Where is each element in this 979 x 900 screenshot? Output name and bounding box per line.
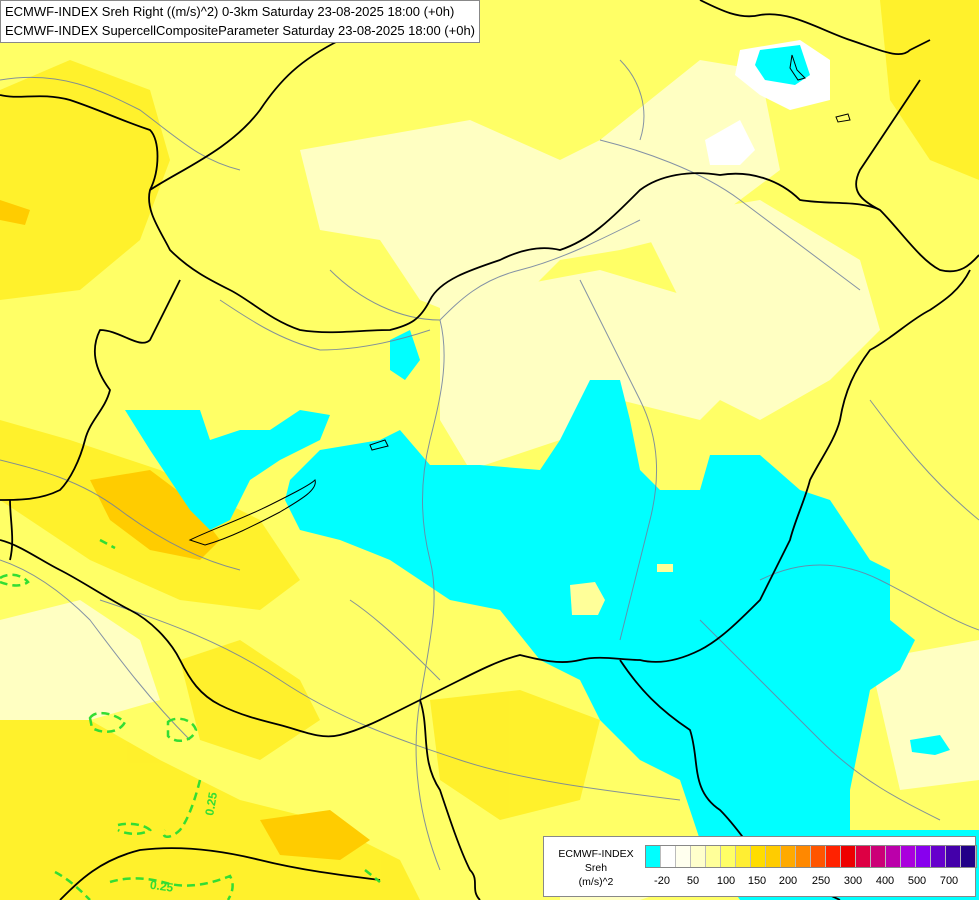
- map-title-sreh: ECMWF-INDEX Sreh Right ((m/s)^2) 0-3km S…: [5, 4, 455, 19]
- legend-swatch: [901, 846, 916, 867]
- legend-tick-label: 500: [907, 875, 927, 887]
- legend-swatch: [721, 846, 736, 867]
- color-legend: ECMWF-INDEX Sreh (m/s)^2 -20 50 100 150 200 2…: [543, 836, 977, 897]
- legend-title: ECMWF-INDEX Sreh (m/s)^2: [548, 847, 644, 889]
- legend-swatch: [706, 846, 721, 867]
- legend-swatch: [916, 846, 931, 867]
- legend-tick-label: 700: [939, 875, 959, 887]
- legend-swatch: [646, 846, 661, 867]
- legend-swatches: [645, 845, 977, 868]
- legend-swatch: [856, 846, 871, 867]
- legend-swatch: [841, 846, 856, 867]
- scp-contours: [0, 538, 381, 900]
- legend-swatch: [691, 846, 706, 867]
- legend-title-param: Sreh: [584, 862, 608, 874]
- legend-swatch: [871, 846, 886, 867]
- scp-contour-labels: 0.25 0.25: [149, 791, 220, 895]
- legend-title-unit: (m/s)^2: [578, 876, 614, 888]
- orange-zones: [0, 200, 370, 860]
- legend-swatch: [766, 846, 781, 867]
- legend-swatch: [736, 846, 751, 867]
- legend-tick-label: 250: [811, 875, 831, 887]
- map-title-box: ECMWF-INDEX Sreh Right ((m/s)^2) 0-3km S…: [0, 0, 481, 43]
- contour-label-a: 0.25: [202, 791, 220, 817]
- legend-swatch: [961, 846, 976, 867]
- legend-swatch: [826, 846, 841, 867]
- legend-swatch: [781, 846, 796, 867]
- legend-swatch: [796, 846, 811, 867]
- legend-ticks: -20 50 100 150 200 250 300 400 500 700: [645, 875, 975, 889]
- legend-tick-label: 400: [875, 875, 895, 887]
- legend-swatch: [811, 846, 826, 867]
- legend-swatch: [661, 846, 676, 867]
- yellow-holes: [570, 564, 673, 615]
- legend-swatch: [931, 846, 946, 867]
- contour-label-b: 0.25: [149, 878, 174, 895]
- legend-swatch: [946, 846, 961, 867]
- legend-tick-label: 200: [778, 875, 798, 887]
- legend-tick-label: -20: [654, 875, 670, 887]
- cyan-zones: [125, 45, 979, 900]
- legend-tick-label: 100: [716, 875, 736, 887]
- legend-swatch: [751, 846, 766, 867]
- legend-tick-label: 50: [686, 875, 700, 887]
- legend-tick-label: 150: [747, 875, 767, 887]
- legend-swatch: [886, 846, 901, 867]
- rivers: [0, 59, 979, 871]
- lakes: [188, 54, 851, 546]
- legend-title-model: ECMWF-INDEX: [558, 848, 634, 860]
- legend-tick-label: 300: [843, 875, 863, 887]
- legend-swatch: [676, 846, 691, 867]
- map-title-scp: ECMWF-INDEX SupercellCompositeParameter …: [5, 23, 476, 38]
